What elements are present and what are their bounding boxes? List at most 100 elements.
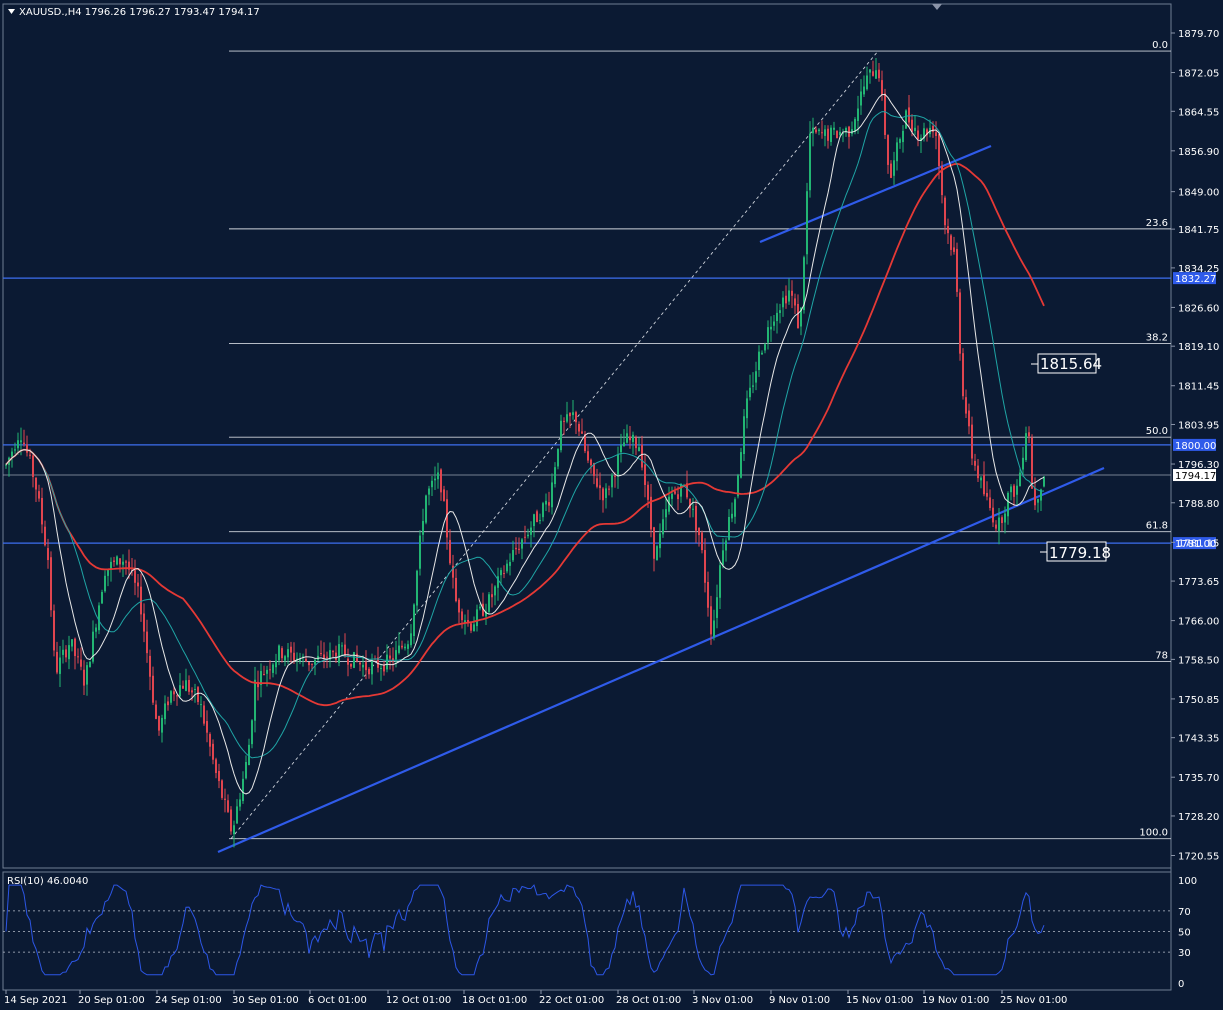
candle-body — [896, 142, 898, 162]
candle-body — [446, 499, 448, 538]
candle-body — [149, 655, 151, 677]
candle-body — [233, 825, 235, 835]
scroll-marker-icon[interactable] — [932, 4, 942, 10]
candle-body — [236, 806, 238, 824]
candle-body — [893, 160, 895, 176]
fib-level-label: 61.8 — [1146, 521, 1168, 532]
candle-body — [839, 131, 841, 136]
candle-body — [1010, 486, 1012, 493]
rsi-tick-label: 70 — [1178, 907, 1191, 918]
candle-body — [335, 652, 337, 660]
candle-body — [269, 669, 271, 671]
candle-body — [938, 134, 940, 166]
candle-body — [806, 191, 808, 255]
candle-body — [371, 661, 373, 675]
candle-body — [275, 660, 277, 668]
candle-body — [23, 442, 25, 445]
candle-body — [251, 720, 253, 745]
candle-body — [917, 130, 919, 140]
candle-body — [581, 431, 583, 434]
candle-body — [485, 611, 487, 617]
candle-body — [242, 778, 244, 802]
candle-body — [311, 663, 313, 665]
candle-body — [14, 449, 16, 451]
candle-body — [380, 667, 382, 669]
candle-body — [230, 809, 232, 832]
candle-body — [314, 659, 316, 665]
candle-body — [704, 550, 706, 583]
candle-body — [995, 524, 997, 529]
candle-body — [602, 488, 604, 501]
candle-body — [1022, 457, 1024, 470]
candle-body — [731, 513, 733, 519]
candle-body — [716, 597, 718, 618]
candle-body — [563, 420, 565, 422]
candle-body — [449, 539, 451, 564]
fib-level-label: 78 — [1155, 650, 1168, 661]
candle-body — [587, 451, 589, 461]
candle-body — [185, 680, 187, 691]
candle-body — [428, 488, 430, 495]
candle-body — [1031, 437, 1033, 489]
candle-body — [842, 132, 844, 134]
candle-body — [782, 297, 784, 308]
candle-body — [104, 575, 106, 592]
candle-body — [431, 480, 433, 488]
candle-body — [32, 455, 34, 477]
candle-body — [338, 644, 340, 663]
candle-body — [422, 521, 424, 535]
candle-body — [500, 570, 502, 576]
time-tick-label: 30 Sep 01:00 — [232, 995, 299, 1006]
fib-level-label: 38.2 — [1146, 333, 1168, 344]
candle-body — [170, 691, 172, 703]
chart-menu-triangle-icon[interactable] — [8, 9, 15, 14]
candle-body — [389, 655, 391, 659]
candle-body — [116, 556, 118, 565]
candle-body — [65, 649, 67, 658]
candle-body — [11, 451, 13, 458]
moving-average-line — [5, 162, 1045, 707]
rsi-tick-label: 50 — [1178, 928, 1191, 939]
support-trendline[interactable] — [217, 466, 1105, 854]
level-badge-label: 1781.00 — [1175, 539, 1216, 550]
price-tick-label: 1758.50 — [1178, 655, 1219, 666]
candle-body — [911, 119, 913, 133]
candle-body — [218, 771, 220, 782]
candle-body — [86, 665, 88, 685]
candle-body — [611, 474, 613, 488]
candle-body — [641, 444, 643, 468]
candle-body — [947, 226, 949, 234]
candle-body — [1001, 517, 1003, 524]
candle-body — [584, 434, 586, 452]
current-price-label: 1794.17 — [1175, 471, 1216, 482]
candle-body — [872, 71, 874, 76]
candle-body — [881, 80, 883, 95]
candle-body — [671, 493, 673, 499]
candle-body — [944, 197, 946, 226]
candle-body — [635, 437, 637, 449]
candle-body — [950, 235, 952, 250]
price-tick-label: 1803.95 — [1178, 420, 1219, 431]
candle-body — [728, 516, 730, 540]
candle-body — [866, 75, 868, 90]
candle-body — [875, 70, 877, 79]
candle-body — [59, 657, 61, 674]
candle-body — [884, 93, 886, 135]
svg-text:1779.18: 1779.18 — [1049, 544, 1111, 562]
candle-body — [347, 658, 349, 665]
candle-body — [221, 780, 223, 798]
candle-body — [494, 586, 496, 596]
candle-body — [1028, 432, 1030, 437]
candle-body — [452, 565, 454, 578]
time-tick-label: 6 Oct 01:00 — [308, 995, 367, 1006]
candle-body — [410, 633, 412, 646]
candle-body — [248, 744, 250, 766]
candle-body — [617, 454, 619, 477]
candle-body — [101, 591, 103, 604]
candle-body — [659, 533, 661, 549]
candle-body — [467, 619, 469, 623]
candle-body — [848, 126, 850, 137]
candle-body — [890, 163, 892, 178]
candle-body — [623, 442, 625, 447]
channel-trendline[interactable] — [759, 144, 992, 244]
